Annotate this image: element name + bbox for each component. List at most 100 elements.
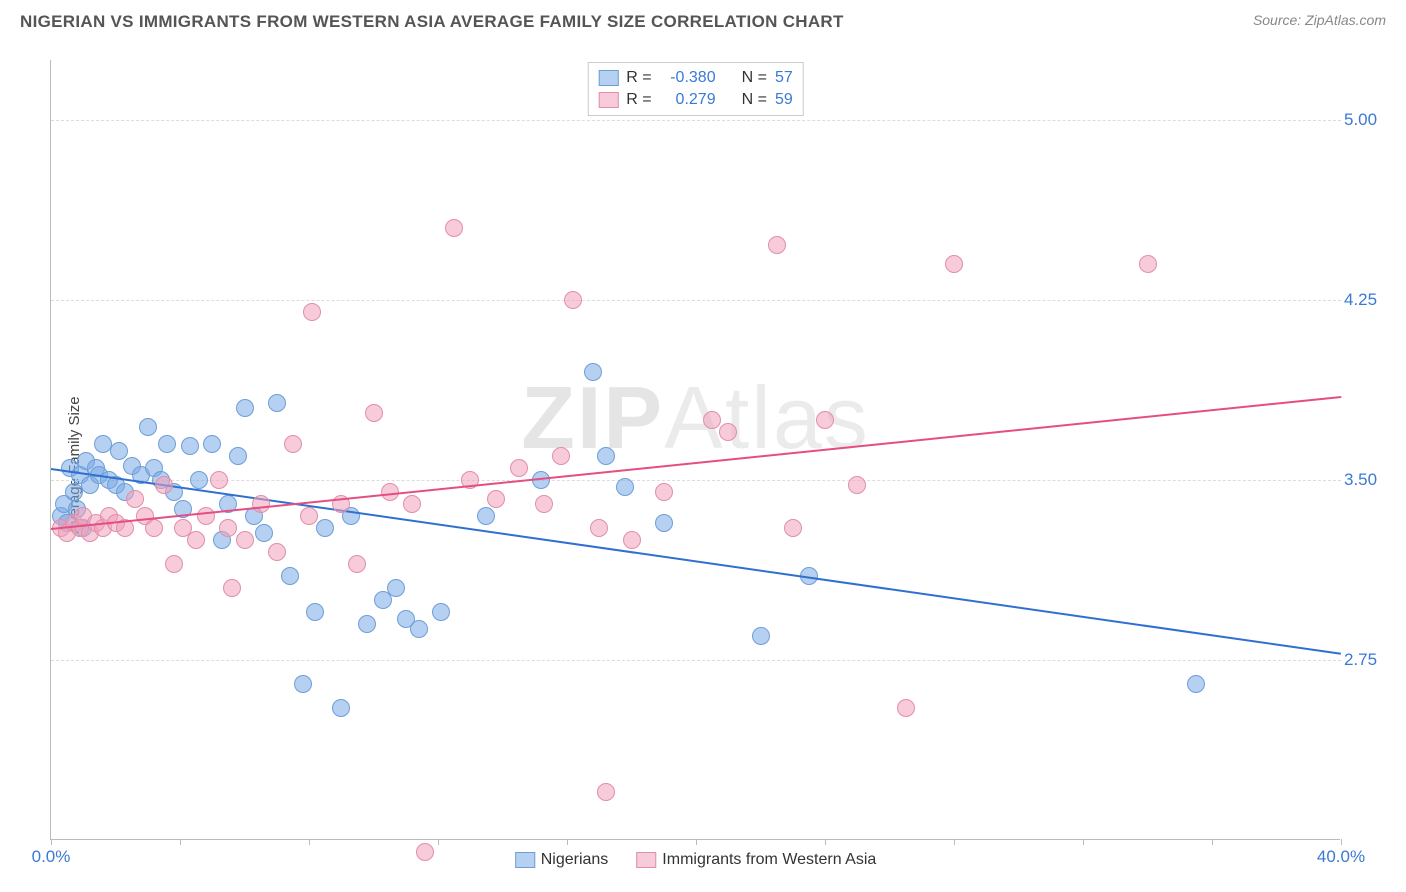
- scatter-point: [945, 255, 963, 273]
- n-label: N =: [742, 89, 767, 111]
- scatter-point: [597, 783, 615, 801]
- gridline: [51, 480, 1341, 481]
- scatter-point: [403, 495, 421, 513]
- plot-area: ZIPAtlas R =-0.380N =57R =0.279N =59 Nig…: [50, 60, 1340, 840]
- scatter-point: [300, 507, 318, 525]
- scatter-point: [294, 675, 312, 693]
- scatter-point: [768, 236, 786, 254]
- y-tick-label: 3.50: [1344, 470, 1392, 490]
- scatter-point: [584, 363, 602, 381]
- scatter-point: [416, 843, 434, 861]
- scatter-point: [110, 442, 128, 460]
- scatter-point: [281, 567, 299, 585]
- scatter-point: [552, 447, 570, 465]
- scatter-point: [535, 495, 553, 513]
- source-label: Source: ZipAtlas.com: [1253, 12, 1386, 28]
- scatter-point: [590, 519, 608, 537]
- title-bar: NIGERIAN VS IMMIGRANTS FROM WESTERN ASIA…: [0, 0, 1406, 32]
- scatter-point: [139, 418, 157, 436]
- legend-swatch: [515, 852, 535, 868]
- r-value: -0.380: [660, 67, 716, 89]
- scatter-point: [1139, 255, 1157, 273]
- scatter-point: [387, 579, 405, 597]
- chart-title: NIGERIAN VS IMMIGRANTS FROM WESTERN ASIA…: [20, 12, 844, 32]
- scatter-point: [597, 447, 615, 465]
- scatter-point: [158, 435, 176, 453]
- scatter-point: [445, 219, 463, 237]
- scatter-point: [897, 699, 915, 717]
- r-label: R =: [626, 89, 651, 111]
- scatter-point: [623, 531, 641, 549]
- scatter-point: [155, 476, 173, 494]
- x-tick: [180, 839, 181, 845]
- scatter-point: [181, 437, 199, 455]
- scatter-point: [719, 423, 737, 441]
- scatter-point: [268, 543, 286, 561]
- scatter-point: [190, 471, 208, 489]
- legend-item: Immigrants from Western Asia: [636, 851, 876, 869]
- scatter-point: [210, 471, 228, 489]
- x-tick: [309, 839, 310, 845]
- scatter-point: [306, 603, 324, 621]
- r-value: 0.279: [660, 89, 716, 111]
- n-value: 59: [775, 89, 793, 111]
- scatter-point: [365, 404, 383, 422]
- x-axis-min-label: 0.0%: [32, 847, 71, 867]
- scatter-point: [236, 399, 254, 417]
- scatter-point: [332, 699, 350, 717]
- y-tick-label: 5.00: [1344, 110, 1392, 130]
- n-value: 57: [775, 67, 793, 89]
- scatter-point: [303, 303, 321, 321]
- x-tick: [825, 839, 826, 845]
- x-axis-max-label: 40.0%: [1317, 847, 1365, 867]
- scatter-point: [432, 603, 450, 621]
- x-tick: [954, 839, 955, 845]
- scatter-point: [848, 476, 866, 494]
- scatter-point: [564, 291, 582, 309]
- scatter-point: [252, 495, 270, 513]
- n-label: N =: [742, 67, 767, 89]
- x-tick: [1212, 839, 1213, 845]
- scatter-point: [784, 519, 802, 537]
- x-tick: [696, 839, 697, 845]
- scatter-point: [197, 507, 215, 525]
- trend-line: [51, 468, 1341, 655]
- scatter-point: [655, 514, 673, 532]
- scatter-point: [255, 524, 273, 542]
- scatter-point: [187, 531, 205, 549]
- scatter-point: [510, 459, 528, 477]
- legend-label: Nigerians: [541, 851, 609, 869]
- r-label: R =: [626, 67, 651, 89]
- legend-swatch: [598, 92, 618, 108]
- watermark-light: Atlas: [664, 368, 870, 467]
- scatter-point: [752, 627, 770, 645]
- scatter-point: [145, 519, 163, 537]
- correlation-row: R = 0.279 N = 59: [598, 89, 792, 111]
- x-tick: [567, 839, 568, 845]
- x-tick: [51, 839, 52, 845]
- scatter-point: [316, 519, 334, 537]
- legend-swatch: [636, 852, 656, 868]
- x-tick: [438, 839, 439, 845]
- x-tick: [1341, 839, 1342, 845]
- scatter-point: [126, 490, 144, 508]
- scatter-point: [703, 411, 721, 429]
- scatter-point: [487, 490, 505, 508]
- y-tick-label: 4.25: [1344, 290, 1392, 310]
- x-tick: [1083, 839, 1084, 845]
- scatter-point: [284, 435, 302, 453]
- gridline: [51, 300, 1341, 301]
- scatter-point: [236, 531, 254, 549]
- scatter-point: [268, 394, 286, 412]
- scatter-point: [219, 519, 237, 537]
- scatter-point: [165, 555, 183, 573]
- scatter-point: [655, 483, 673, 501]
- scatter-point: [816, 411, 834, 429]
- correlation-legend: R = -0.380 N = 57 R = 0.279 N = 59: [587, 62, 803, 116]
- y-tick-label: 2.75: [1344, 650, 1392, 670]
- legend-item: Nigerians: [515, 851, 609, 869]
- scatter-point: [616, 478, 634, 496]
- legend-swatch: [598, 70, 618, 86]
- correlation-row: R = -0.380 N = 57: [598, 67, 792, 89]
- scatter-point: [477, 507, 495, 525]
